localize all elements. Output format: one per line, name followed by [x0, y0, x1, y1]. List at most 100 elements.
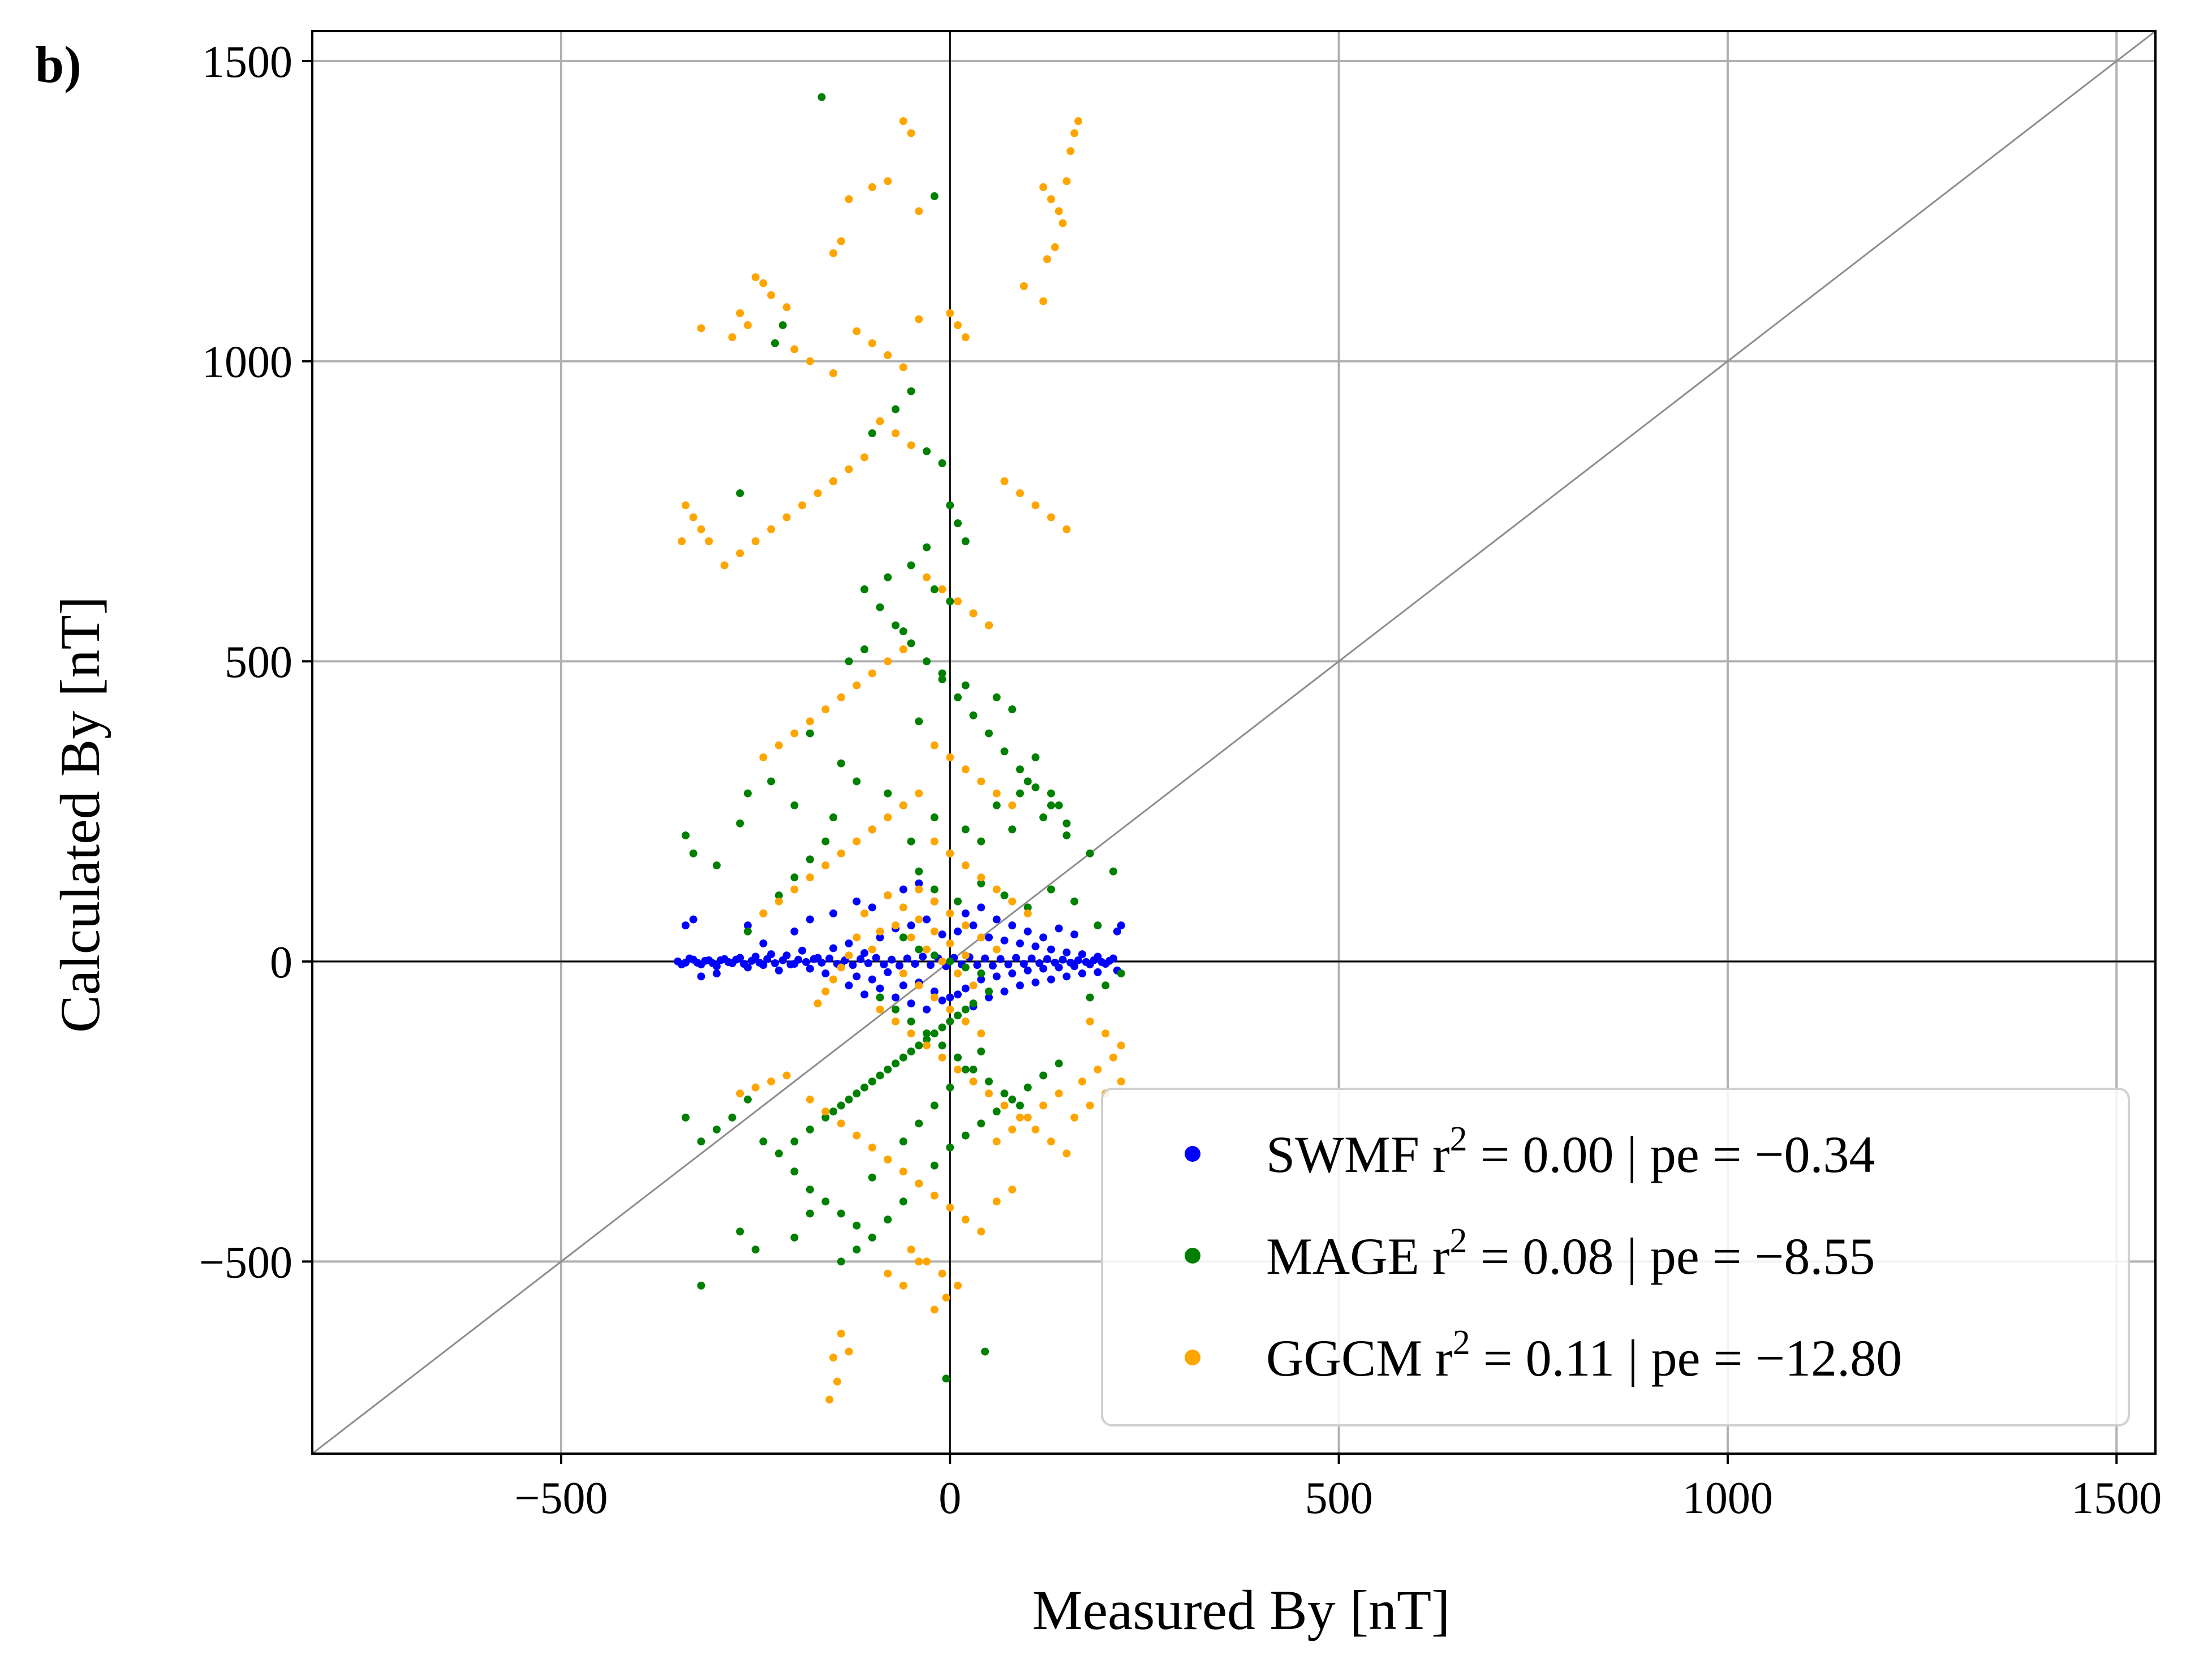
- data-point: [868, 903, 876, 912]
- data-point: [1066, 147, 1075, 156]
- data-point: [923, 945, 931, 954]
- data-point: [1086, 993, 1094, 1002]
- data-point: [860, 585, 869, 593]
- data-point: [806, 1125, 814, 1133]
- data-point: [825, 1395, 834, 1404]
- data-point: [790, 885, 799, 894]
- data-point: [977, 1048, 985, 1056]
- data-point: [915, 789, 923, 798]
- data-point: [736, 819, 744, 827]
- data-point: [926, 961, 935, 969]
- data-point: [884, 351, 892, 360]
- data-point: [837, 1119, 845, 1128]
- data-point: [751, 1245, 760, 1254]
- data-point: [923, 447, 931, 455]
- data-point: [1105, 956, 1114, 965]
- data-point: [969, 609, 978, 618]
- data-point: [915, 885, 923, 894]
- data-point: [771, 959, 779, 968]
- data-point: [1039, 813, 1048, 822]
- data-point: [992, 1137, 1001, 1146]
- x-tick-label: −500: [514, 1473, 608, 1523]
- data-point: [845, 951, 853, 960]
- data-point: [915, 945, 923, 954]
- data-point: [992, 972, 1001, 981]
- data-point: [992, 693, 1001, 701]
- x-tick-label: 500: [1305, 1473, 1373, 1523]
- data-point: [806, 855, 814, 864]
- data-point: [1055, 801, 1063, 809]
- data-point: [829, 975, 838, 984]
- data-point: [899, 969, 907, 978]
- data-point: [736, 549, 744, 558]
- data-point: [1000, 747, 1009, 756]
- data-point: [1039, 183, 1048, 191]
- data-point: [736, 1227, 744, 1236]
- data-point: [1055, 207, 1063, 215]
- data-point: [845, 1095, 853, 1104]
- data-point: [681, 1113, 690, 1122]
- data-point: [969, 981, 978, 990]
- data-point: [732, 955, 741, 964]
- data-point: [938, 585, 946, 593]
- data-point: [903, 954, 911, 963]
- data-point: [876, 1071, 884, 1080]
- data-point: [915, 1257, 923, 1266]
- data-point: [1039, 933, 1048, 942]
- data-point: [923, 1029, 931, 1038]
- data-point: [1062, 1149, 1071, 1158]
- data-point: [712, 969, 721, 978]
- data-point: [1031, 978, 1040, 986]
- data-point: [938, 459, 946, 468]
- data-point: [938, 1023, 946, 1032]
- data-point: [1008, 1125, 1017, 1133]
- data-point: [821, 987, 830, 995]
- data-point: [977, 975, 985, 984]
- data-point: [821, 837, 830, 846]
- data-point: [806, 1209, 814, 1218]
- data-point: [946, 939, 954, 947]
- data-point: [767, 525, 776, 533]
- data-point: [837, 1329, 845, 1338]
- data-point: [806, 1095, 814, 1104]
- data-point: [1031, 1125, 1040, 1133]
- data-point: [1023, 777, 1032, 786]
- data-point: [946, 1017, 954, 1025]
- data-point: [1039, 1071, 1048, 1080]
- data-point: [953, 1053, 962, 1062]
- data-point: [1070, 1113, 1079, 1122]
- data-point: [1043, 955, 1052, 963]
- data-point: [953, 1281, 962, 1290]
- data-point: [930, 1161, 939, 1170]
- data-point: [946, 1083, 954, 1092]
- data-point: [849, 961, 857, 969]
- data-point: [953, 927, 962, 936]
- data-point: [860, 990, 869, 999]
- data-point: [923, 915, 931, 924]
- data-point: [712, 861, 721, 870]
- data-point: [977, 873, 985, 882]
- data-point: [942, 1374, 950, 1383]
- data-point: [961, 921, 970, 930]
- axis-ticks: −500 0 500 1000 1500 −500 0 500 1000 1500: [199, 37, 2162, 1523]
- data-point: [969, 711, 978, 719]
- data-point: [915, 915, 923, 924]
- series-swmf: [674, 879, 1125, 1014]
- data-point: [821, 1197, 830, 1206]
- data-point: [829, 1354, 838, 1362]
- data-point: [1109, 867, 1117, 876]
- data-point: [1008, 897, 1017, 906]
- data-point: [953, 693, 962, 701]
- data-point: [1019, 960, 1028, 968]
- legend: SWMF r2 = 0.00 | pe = −0.34 MAGE r2 = 0.0…: [1101, 1088, 2130, 1426]
- data-point: [1062, 819, 1071, 827]
- data-point: [1094, 968, 1102, 976]
- x-tick-label: 0: [939, 1473, 961, 1523]
- data-point: [961, 951, 970, 960]
- data-point: [837, 759, 845, 768]
- data-point: [1008, 921, 1017, 930]
- data-point: [1078, 950, 1086, 959]
- data-point: [853, 972, 861, 981]
- data-point: [977, 837, 985, 846]
- data-point: [1000, 987, 1009, 995]
